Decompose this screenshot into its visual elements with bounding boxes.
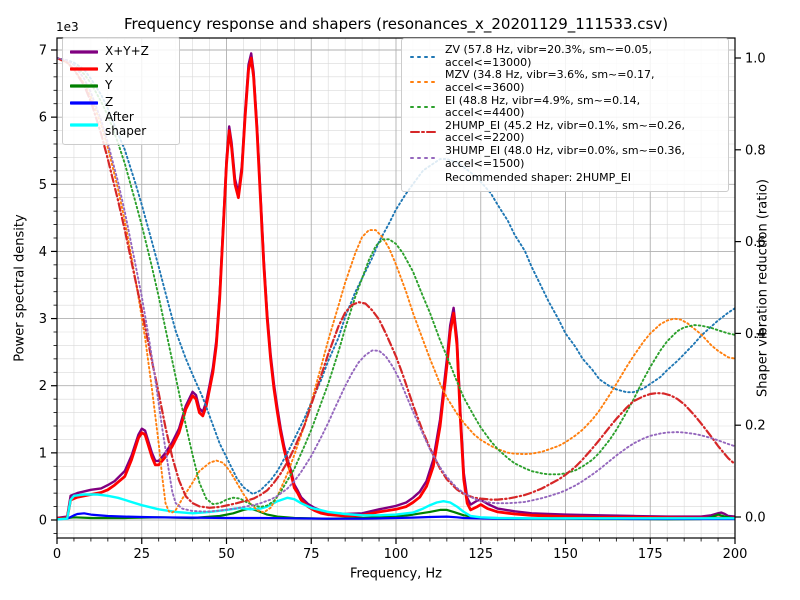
legend-item-label: Y — [105, 77, 113, 92]
legend-psd-series: X+Y+Z X Y Z After shaper — [62, 37, 180, 145]
curve-2hump_ei — [57, 56, 735, 509]
tick-label: 0 — [39, 514, 47, 529]
tick-label: 1.0 — [745, 52, 766, 67]
curve-ei — [57, 57, 735, 508]
legend-item-label: 3HUMP_EI (48.0 Hz, vibr=0.0%, sm~=0.36, … — [445, 144, 686, 170]
curve-mzv — [57, 57, 735, 514]
tick-label: 175 — [638, 547, 663, 562]
tick-label: 0.4 — [745, 327, 766, 342]
tick-label: 50 — [218, 547, 235, 562]
legend-item-after_shaper: After shaper — [70, 110, 172, 139]
legend-item-label: EI (48.8 Hz, vibr=4.9%, sm~=0.14, accel<… — [445, 93, 641, 120]
curve-after_shaper — [57, 493, 735, 521]
legend-item-label: X — [105, 60, 114, 75]
tick-label: 25 — [133, 547, 150, 562]
legend-item-zv: ZV (57.8 Hz, vibr=20.3%, sm~=0.05, accel… — [410, 43, 720, 69]
curve-zv — [57, 57, 735, 496]
tick-label: 0.0 — [745, 511, 766, 526]
tick-label: 0.2 — [745, 419, 766, 434]
tick-label: 5 — [39, 178, 47, 193]
legend-spacer — [410, 175, 438, 181]
line-sample-icon — [70, 49, 98, 54]
x-axis-label: Frequency, Hz — [349, 566, 443, 582]
line-sample-icon — [70, 83, 98, 88]
line-sample-icon — [70, 123, 98, 127]
y-right-axis-label: Shaper vibration reduction (ratio) — [755, 179, 771, 397]
tick-label: 3 — [39, 312, 47, 327]
legend-shapers: ZV (57.8 Hz, vibr=20.3%, sm~=0.05, accel… — [401, 38, 729, 192]
tick-label: 100 — [384, 547, 409, 562]
legend-item-label: MZV (34.8 Hz, vibr=3.6%, sm~=0.17, accel… — [445, 68, 655, 94]
legend-item-y: Y — [70, 77, 172, 94]
tick-label: 7 — [39, 43, 47, 58]
tick-label: 6 — [39, 111, 47, 126]
line-sample-icon — [410, 131, 438, 134]
line-sample-icon — [410, 106, 438, 109]
line-sample-icon — [70, 100, 98, 105]
y-axis-offset-label: 1e3 — [56, 20, 79, 34]
legend-item-x: X — [70, 60, 172, 77]
legend-item-label: X+Y+Z — [105, 43, 149, 58]
legend-item-label: Recommended shaper: 2HUMP_EI — [445, 170, 631, 184]
legend-item-label: After shaper — [105, 110, 147, 138]
legend-item-xyz: X+Y+Z — [70, 43, 172, 60]
y-left-axis-label: Power spectral density — [12, 214, 28, 362]
legend-item-3hump_ei: 3HUMP_EI (48.0 Hz, vibr=0.0%, sm~=0.36, … — [410, 144, 720, 170]
legend-item-mzv: MZV (34.8 Hz, vibr=3.6%, sm~=0.17, accel… — [410, 68, 720, 94]
line-sample-icon — [410, 156, 438, 159]
tick-label: 0.6 — [745, 235, 766, 250]
tick-label: 200 — [723, 547, 748, 562]
tick-label: 125 — [468, 547, 493, 562]
curve-x — [57, 56, 735, 521]
curves — [57, 52, 735, 521]
legend-recommended-shaper: Recommended shaper: 2HUMP_EI — [410, 170, 720, 186]
axis-ticks: 0 25 50 75 100 125 150 175 200 0 1 2 3 4 5 6 7 0.0 0.2 0.4 0… — [39, 43, 766, 562]
line-sample-icon — [410, 55, 438, 58]
tick-label: 0 — [53, 547, 61, 562]
tick-label: 75 — [303, 547, 320, 562]
line-sample-icon — [70, 66, 98, 71]
legend-item-z: Z — [70, 94, 172, 111]
tick-label: 150 — [553, 547, 578, 562]
tick-label: 0.8 — [745, 143, 766, 158]
chart-title: Frequency response and shapers (resonanc… — [123, 15, 669, 33]
line-sample-icon — [410, 80, 438, 83]
curve-3hump_ei — [57, 57, 735, 513]
tick-label: 1 — [39, 446, 47, 461]
legend-item-label: 2HUMP_EI (45.2 Hz, vibr=0.1%, sm~=0.26, … — [445, 118, 686, 145]
legend-item-2hump_ei: 2HUMP_EI (45.2 Hz, vibr=0.1%, sm~=0.26, … — [410, 118, 720, 145]
legend-item-label: Z — [105, 94, 114, 109]
legend-item-ei: EI (48.8 Hz, vibr=4.9%, sm~=0.14, accel<… — [410, 93, 720, 120]
legend-item-label: ZV (57.8 Hz, vibr=20.3%, sm~=0.05, accel… — [445, 43, 652, 69]
tick-label: 4 — [39, 245, 47, 260]
tick-label: 2 — [39, 379, 47, 394]
